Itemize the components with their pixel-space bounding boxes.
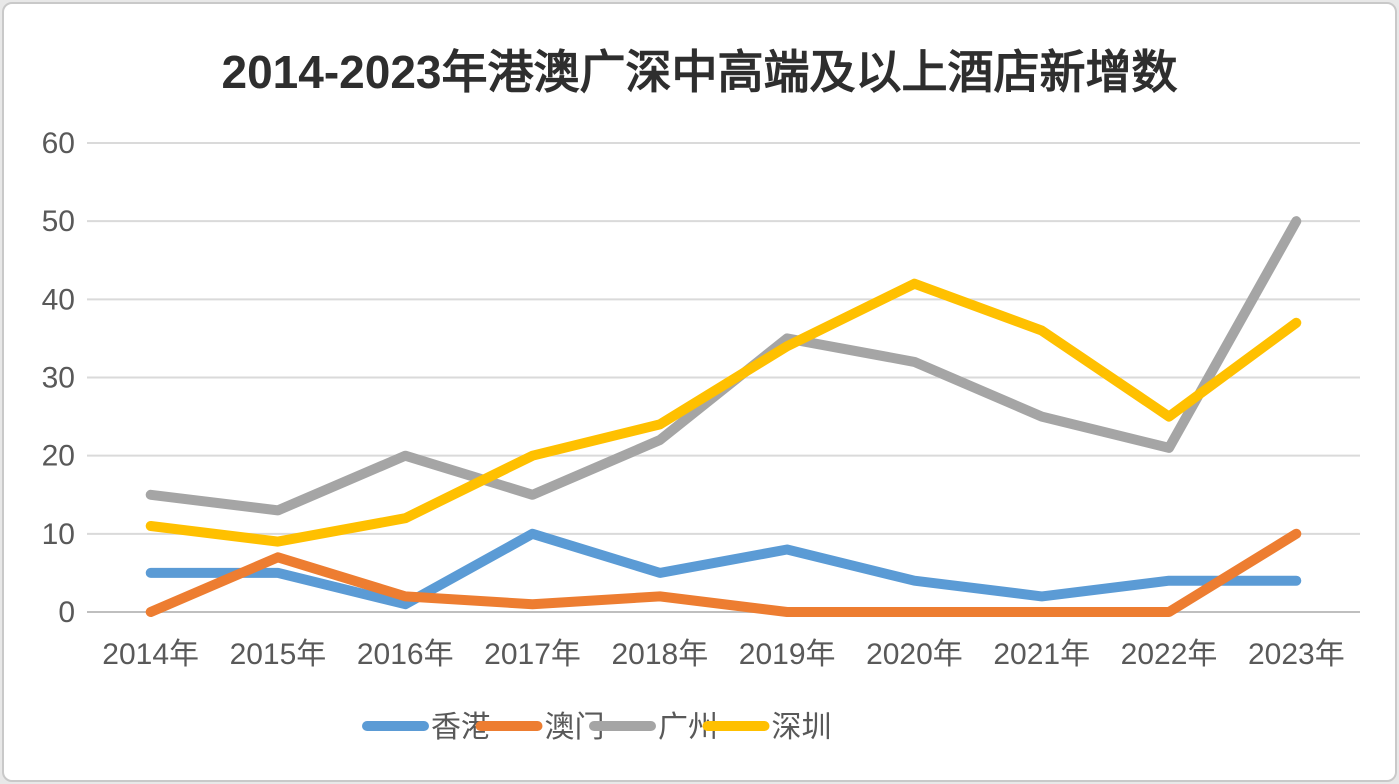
series-line-0-香港 <box>145 528 1302 610</box>
y-tick-label-20: 20 <box>42 440 75 473</box>
x-tick-label-2020: 2020年 <box>866 638 963 671</box>
x-tick-label-2019: 2019年 <box>739 638 836 671</box>
x-tick-label-2014: 2014年 <box>102 638 199 671</box>
x-tick-label-2018: 2018年 <box>611 638 708 671</box>
x-tick-label-2021: 2021年 <box>993 638 1090 671</box>
series-line-1-澳门 <box>145 528 1302 617</box>
x-tick-label-2023: 2023年 <box>1248 638 1345 671</box>
line-chart-canvas: 0 10 20 30 40 50 60 2014年 2015年 2016年 2017年 2018年 20… <box>42 127 1360 744</box>
series-line-2-广州 <box>145 216 1302 516</box>
y-tick-label-40: 40 <box>42 283 75 316</box>
y-tick-label-30: 30 <box>42 362 75 395</box>
x-tick-label-2022: 2022年 <box>1121 638 1218 671</box>
y-tick-label-0: 0 <box>58 596 75 629</box>
legend-label-深圳: 深圳 <box>772 711 832 744</box>
series-line-3-深圳 <box>145 278 1302 547</box>
x-tick-label-2016: 2016年 <box>357 638 454 671</box>
y-tick-label-10: 10 <box>42 518 75 551</box>
chart-title: 2014-2023年港澳广深中高端及以上酒店新增数 <box>221 46 1178 98</box>
x-tick-label-2015: 2015年 <box>230 638 327 671</box>
y-tick-label-50: 50 <box>42 205 75 238</box>
x-tick-label-2017: 2017年 <box>484 638 581 671</box>
y-tick-label-60: 60 <box>42 127 75 160</box>
